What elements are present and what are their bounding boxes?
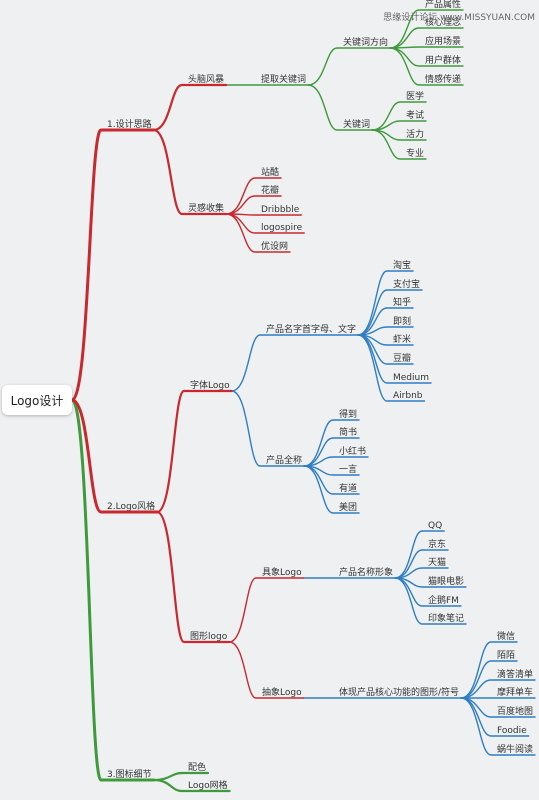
branch-1-1-label[interactable]: 头脑风暴 (188, 73, 224, 85)
branch-2-2-1-1-3-label[interactable]: 天猫 (428, 556, 446, 568)
branch-1-1-1-1-connector (307, 47, 391, 86)
branch-1-1-1-1-3-connector (389, 46, 464, 49)
branch-1-1-1-2-4-connector (371, 129, 427, 160)
branch-1-2-4-label[interactable]: logospire (261, 223, 303, 233)
branch-2-2-1-1-4-label[interactable]: 猫眼电影 (428, 575, 464, 587)
branch-2-1-2-connector (230, 390, 305, 467)
branch-1-2-3-label[interactable]: Dribbble (261, 205, 300, 215)
branch-2-1-1-8-label[interactable]: Airbnb (393, 391, 423, 401)
branch-1-connector (70, 128, 156, 402)
branch-1-1-1-1-3-label[interactable]: 应用场景 (425, 35, 461, 47)
branch-2-2-2-1-1-label[interactable]: 微信 (497, 630, 515, 642)
branch-2-1-2-2-label[interactable]: 简书 (339, 426, 357, 438)
branch-1-1-1-2-1-label[interactable]: 医学 (406, 90, 424, 102)
branch-1-1-1-2-3-label[interactable]: 活力 (406, 128, 424, 140)
branch-1-1-1-1-4-label[interactable]: 用户群体 (425, 54, 461, 66)
branch-1-1-1-2-2-connector (371, 120, 427, 131)
branch-2-1-connector (156, 389, 233, 514)
branch-2-1-1-8-connector (357, 334, 426, 402)
branch-2-1-1-4-label[interactable]: 即刻 (393, 315, 411, 327)
branch-2-2-1-1-2-label[interactable]: 京东 (428, 538, 446, 550)
branch-1-1-connector (152, 83, 228, 132)
branch-2-2-2-1-3-label[interactable]: 滴答清单 (497, 668, 533, 680)
branch-2-1-2-5-label[interactable]: 有道 (339, 482, 357, 494)
branch-1-1-1-2-label[interactable]: 关键词 (343, 118, 370, 130)
branch-2-2-2-1-7-connector (460, 697, 536, 756)
branch-2-1-1-1-connector (357, 270, 414, 336)
branch-1-1-1-1-1-connector (389, 9, 464, 49)
branch-1-1-1-1-2-label[interactable]: 核心理念 (425, 16, 461, 28)
branch-2-1-1-7-label[interactable]: Medium (393, 373, 429, 383)
branch-1-1-1-label[interactable]: 提取关键词 (261, 73, 306, 85)
branch-1-2-connector (152, 128, 228, 216)
branch-2-2-1-1-1-label[interactable]: QQ (428, 521, 442, 531)
branch-1-1-1-1-5-label[interactable]: 情感传递 (425, 73, 461, 85)
branch-1-2-label[interactable]: 灵感收集 (188, 202, 224, 214)
branch-2-1-label[interactable]: 字体Logo (190, 379, 230, 391)
branch-2-2-2-1-4-label[interactable]: 摩拜单车 (497, 686, 533, 698)
branch-2-2-1-1-6-label[interactable]: 印象笔记 (428, 612, 464, 624)
branch-3-1-connector (152, 771, 210, 782)
branch-2-2-2-connector (228, 641, 305, 699)
root-label: Logo设计 (10, 393, 64, 408)
branch-1-1-1-1-label[interactable]: 关键词方向 (343, 36, 388, 48)
branch-2-2-2-1-label[interactable]: 体现产品核心功能的图形/符号 (339, 686, 459, 698)
branch-2-1-2-1-connector (303, 419, 360, 467)
branch-2-1-2-label[interactable]: 产品全称 (266, 454, 302, 466)
branch-1-1-1-2-1-connector (371, 101, 427, 131)
branch-2-2-1-1-label[interactable]: 产品名称形象 (339, 566, 393, 578)
branch-1-1-1-1-1-label[interactable]: 产品属性 (425, 0, 461, 10)
branch-2-1-1-connector (230, 334, 359, 392)
branch-1-2-5-label[interactable]: 优设网 (261, 240, 288, 252)
branch-2-1-1-3-label[interactable]: 知乎 (393, 296, 411, 308)
branch-2-1-1-5-label[interactable]: 虾米 (393, 333, 411, 345)
branch-2-2-2-1-1-connector (460, 641, 518, 699)
branch-2-1-1-6-connector (357, 334, 414, 365)
branch-2-2-2-1-2-label[interactable]: 陌陌 (497, 650, 515, 661)
branch-2-1-2-3-label[interactable]: 小红书 (339, 445, 366, 457)
branch-3-1-label[interactable]: 配色 (188, 761, 206, 773)
branch-2-2-1-1-1-connector (394, 530, 445, 579)
branch-2-1-1-label[interactable]: 产品名字首字母、文字 (266, 323, 356, 335)
branch-2-2-label[interactable]: 图形logo (190, 630, 228, 642)
branch-1-label[interactable]: 1.设计思路 (107, 118, 152, 130)
branch-2-2-connector (156, 510, 231, 644)
branch-3-2-label[interactable]: Logo网格 (188, 779, 228, 791)
branch-1-2-1-connector (225, 177, 282, 215)
branch-2-1-1-1-label[interactable]: 淘宝 (393, 259, 411, 271)
branch-1-1-1-2-connector (307, 84, 373, 131)
branch-2-1-2-6-label[interactable]: 美团 (339, 501, 357, 513)
branch-2-1-1-6-label[interactable]: 豆瓣 (393, 353, 411, 364)
branch-2-2-2-1-7-label[interactable]: 蜗牛阅读 (497, 743, 533, 755)
branch-2-2-2-label[interactable]: 抽象Logo (262, 686, 302, 698)
branch-1-1-1-2-2-label[interactable]: 考试 (406, 109, 424, 121)
branch-3-label[interactable]: 3.图标细节 (107, 768, 152, 780)
branch-2-2-2-1-6-label[interactable]: Foodie (497, 726, 527, 736)
branch-2-2-1-connector (228, 577, 305, 643)
watermark: 思缘设计论坛 www.MISSYUAN.COM (383, 13, 535, 23)
branch-3-connector (70, 398, 156, 782)
branch-2-1-2-1-label[interactable]: 得到 (339, 408, 357, 420)
branch-2-1-1-2-label[interactable]: 支付宝 (393, 278, 420, 290)
branch-1-2-2-label[interactable]: 花瓣 (261, 184, 279, 196)
branch-2-1-2-4-label[interactable]: 一言 (339, 463, 357, 475)
branch-2-2-2-1-5-label[interactable]: 百度地图 (497, 705, 533, 717)
branch-2-2-1-1-5-label[interactable]: 企鹅FM (428, 594, 459, 606)
branch-2-label[interactable]: 2.Logo风格 (107, 500, 155, 512)
branch-1-2-1-label[interactable]: 站酷 (261, 166, 279, 178)
branch-1-1-1-2-4-label[interactable]: 专业 (406, 147, 424, 159)
branch-2-1-1-2-connector (357, 289, 423, 336)
branch-2-connector (70, 398, 159, 514)
branch-2-2-1-label[interactable]: 具象Logo (262, 566, 302, 578)
root-node[interactable]: Logo设计 (2, 385, 72, 415)
